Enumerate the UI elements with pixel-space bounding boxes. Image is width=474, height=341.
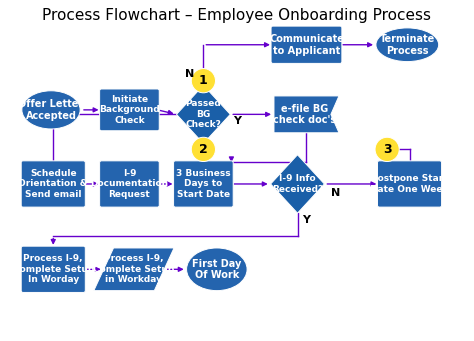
Text: N: N bbox=[331, 188, 340, 198]
Text: Y: Y bbox=[302, 215, 310, 225]
Text: Schedule
Orientation &
Send email: Schedule Orientation & Send email bbox=[18, 169, 88, 199]
Text: 2: 2 bbox=[199, 143, 208, 156]
Text: N: N bbox=[185, 69, 194, 79]
Text: I-9 Info
Received?: I-9 Info Received? bbox=[272, 174, 323, 194]
FancyBboxPatch shape bbox=[100, 161, 159, 207]
Text: 3 Business
Days to
Start Date: 3 Business Days to Start Date bbox=[176, 169, 231, 199]
Polygon shape bbox=[94, 248, 174, 291]
Circle shape bbox=[375, 137, 399, 162]
Circle shape bbox=[191, 69, 216, 93]
Text: 3: 3 bbox=[383, 143, 392, 156]
Text: Offer Letter
Accepted: Offer Letter Accepted bbox=[18, 99, 83, 121]
Text: 1: 1 bbox=[199, 74, 208, 87]
Text: Passed
BG
Check?: Passed BG Check? bbox=[185, 100, 221, 129]
Text: Process I-9,
Complete Setup
in Workday: Process I-9, Complete Setup in Workday bbox=[93, 254, 174, 284]
Text: Terminate
Process: Terminate Process bbox=[380, 34, 435, 56]
FancyBboxPatch shape bbox=[100, 89, 159, 131]
Text: Communicate
to Applicant: Communicate to Applicant bbox=[269, 34, 344, 56]
Polygon shape bbox=[176, 85, 230, 144]
Ellipse shape bbox=[187, 248, 247, 291]
FancyBboxPatch shape bbox=[173, 161, 233, 207]
Polygon shape bbox=[271, 155, 324, 213]
Ellipse shape bbox=[376, 28, 438, 62]
FancyBboxPatch shape bbox=[271, 26, 342, 63]
Text: First Day
Of Work: First Day Of Work bbox=[192, 258, 242, 280]
Text: Process Flowchart – Employee Onboarding Process: Process Flowchart – Employee Onboarding … bbox=[43, 8, 431, 23]
Text: Process I-9,
Complete Setup
In Worday: Process I-9, Complete Setup In Worday bbox=[13, 254, 94, 284]
FancyBboxPatch shape bbox=[21, 161, 85, 207]
Text: Postpone Start
Date One Week: Postpone Start Date One Week bbox=[370, 174, 449, 194]
FancyBboxPatch shape bbox=[21, 246, 85, 293]
Circle shape bbox=[191, 137, 216, 162]
Text: Y: Y bbox=[233, 116, 241, 126]
FancyBboxPatch shape bbox=[377, 161, 442, 207]
Text: e-file BG
check doc's: e-file BG check doc's bbox=[273, 104, 336, 125]
Text: Initiate
Background
Check: Initiate Background Check bbox=[99, 95, 160, 125]
Polygon shape bbox=[274, 96, 339, 133]
Ellipse shape bbox=[22, 91, 80, 129]
Text: I-9
Documentation
Request: I-9 Documentation Request bbox=[91, 169, 168, 199]
